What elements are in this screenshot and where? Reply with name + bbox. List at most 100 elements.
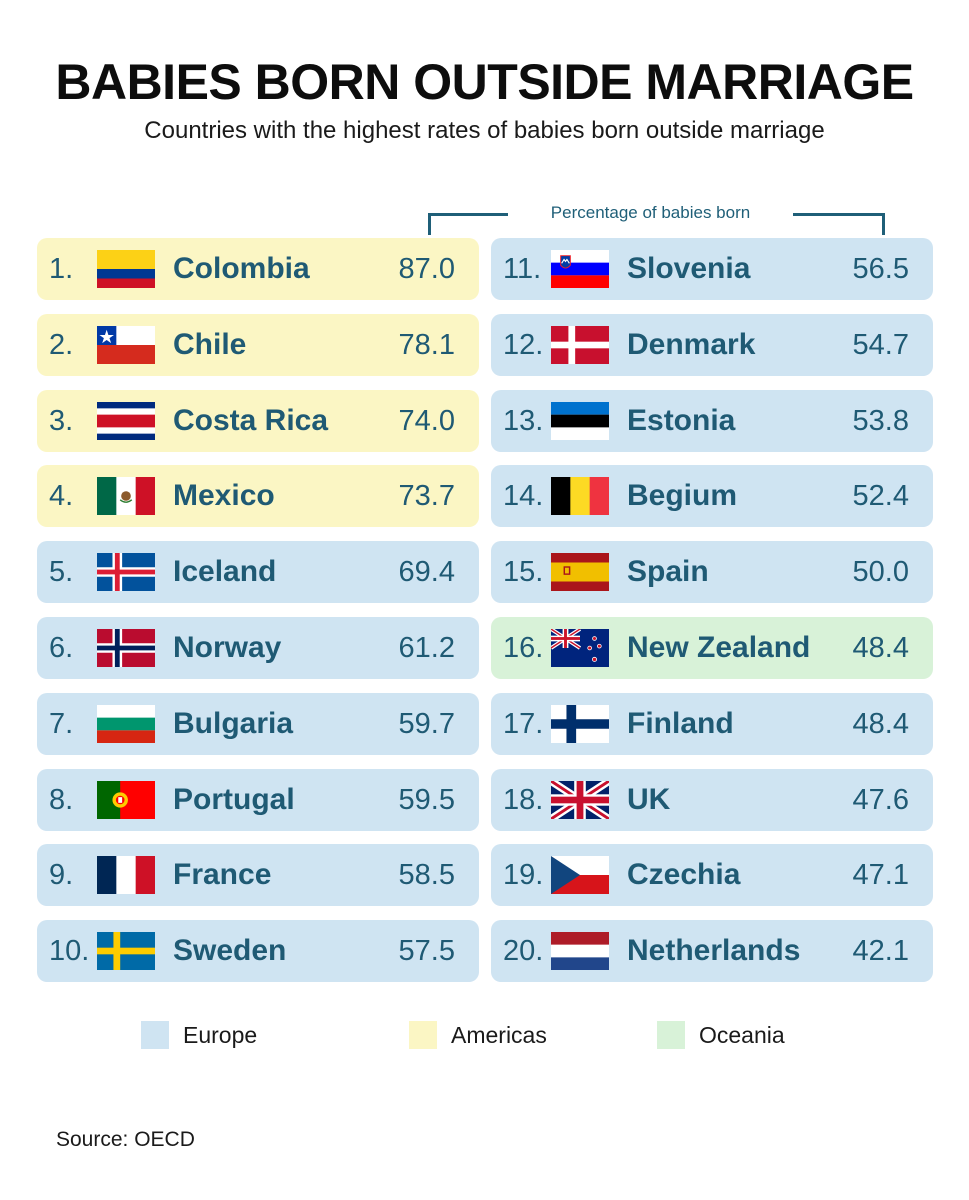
row-rank: 2. — [49, 328, 74, 361]
table-row: 5. Iceland 69.4 — [37, 541, 479, 604]
row-value: 69.4 — [398, 556, 455, 589]
row-rank: 9. — [49, 859, 74, 892]
table-row: 19. Czechia 47.1 — [491, 844, 933, 907]
row-country: UK — [627, 782, 671, 816]
row-value: 50.0 — [852, 556, 909, 589]
table-row: 20. Netherlands 42.1 — [491, 920, 933, 983]
row-country: France — [173, 858, 272, 892]
bracket-tick-left — [428, 213, 431, 235]
row-rank: 20. — [503, 935, 544, 968]
row-value: 78.1 — [398, 328, 455, 361]
row-rank: 11. — [503, 253, 542, 285]
row-rank: 12. — [503, 328, 544, 361]
row-country: Netherlands — [627, 934, 801, 968]
row-country: Mexico — [173, 479, 275, 513]
row-country: Iceland — [173, 555, 277, 589]
table-row: 8. Portugal 59.5 — [37, 768, 479, 831]
row-rank: 1. — [49, 253, 74, 285]
costa-rica-flag-icon — [97, 401, 155, 440]
row-country: Portugal — [173, 782, 295, 816]
table-row: 9. France 58.5 — [37, 844, 479, 907]
finland-flag-icon — [551, 704, 609, 743]
legend: Europe Americas Oceania — [0, 1020, 969, 1050]
row-value: 73.7 — [398, 480, 455, 513]
row-value: 48.4 — [852, 707, 909, 740]
row-country: Slovenia — [627, 252, 751, 285]
row-value: 47.1 — [852, 859, 909, 892]
table-row: 10. Sweden 57.5 — [37, 920, 479, 983]
estonia-flag-icon — [551, 401, 609, 440]
row-value: 58.5 — [398, 859, 455, 892]
table-row: 12. Denmark 54.7 — [491, 313, 933, 376]
row-value: 59.7 — [398, 707, 455, 740]
table-row: 11. Slovenia 56.5 — [491, 238, 933, 300]
new-zealand-flag-icon — [551, 628, 609, 667]
table-row: 13. Estonia 53.8 — [491, 389, 933, 452]
row-value: 61.2 — [398, 631, 455, 664]
row-value: 87.0 — [398, 253, 455, 285]
row-value: 42.1 — [852, 935, 909, 968]
mexico-flag-icon — [97, 477, 155, 516]
source-note: Source: OECD — [56, 1128, 195, 1151]
chart-subtitle: Countries with the highest rates of babi… — [144, 117, 825, 144]
table-row: 2. Chile 78.1 — [37, 313, 479, 376]
row-country: Costa Rica — [173, 403, 329, 437]
row-rank: 18. — [503, 783, 544, 816]
table-row: 3. Costa Rica 74.0 — [37, 389, 479, 452]
chile-flag-icon — [97, 325, 155, 364]
slovenia-flag-icon — [551, 250, 609, 288]
colombia-flag-icon — [97, 250, 155, 288]
uk-flag-icon — [551, 780, 609, 819]
row-value: 54.7 — [852, 328, 909, 361]
row-country: Norway — [173, 630, 282, 664]
row-rank: 19. — [503, 859, 544, 892]
row-value: 57.5 — [398, 935, 455, 968]
row-country: New Zealand — [627, 630, 811, 664]
row-rank: 4. — [49, 480, 74, 513]
row-value: 56.5 — [852, 253, 909, 285]
spain-flag-icon — [551, 553, 609, 592]
bulgaria-flag-icon — [97, 704, 155, 743]
row-rank: 13. — [503, 404, 544, 437]
legend-label-americas: Americas — [451, 1022, 547, 1048]
czechia-flag-icon — [551, 856, 609, 895]
legend-label-europe: Europe — [183, 1022, 258, 1048]
row-country: Bulgaria — [173, 706, 294, 740]
row-country: Spain — [627, 555, 709, 589]
bracket-line-right — [793, 213, 885, 216]
table-column-left: 1. Colombia 87.0 2. Chile 78.1 3. Costa Rica 74.… — [37, 238, 479, 996]
row-rank: 3. — [49, 404, 74, 437]
row-country: Denmark — [627, 327, 756, 361]
row-value: 48.4 — [852, 631, 909, 664]
row-value: 53.8 — [852, 404, 909, 437]
percentage-bracket: Percentage of babies born — [428, 203, 885, 235]
chart-title: BABIES BORN OUTSIDE MARRIAGE — [55, 54, 914, 110]
legend-label-oceania: Oceania — [699, 1022, 785, 1048]
portugal-flag-icon — [97, 780, 155, 819]
row-rank: 5. — [49, 556, 74, 589]
table-row: 17. Finland 48.4 — [491, 692, 933, 755]
table-row: 4. Mexico 73.7 — [37, 465, 479, 528]
table-row: 6. Norway 61.2 — [37, 616, 479, 679]
legend-swatch-oceania — [657, 1021, 685, 1049]
table-row: 15. Spain 50.0 — [491, 541, 933, 604]
norway-flag-icon — [97, 628, 155, 667]
row-country: Czechia — [627, 858, 741, 892]
row-rank: 15. — [503, 556, 544, 589]
row-country: Sweden — [173, 934, 287, 968]
row-rank: 7. — [49, 707, 74, 740]
table-row: 18. UK 47.6 — [491, 768, 933, 831]
row-rank: 8. — [49, 783, 74, 816]
row-value: 59.5 — [398, 783, 455, 816]
row-rank: 6. — [49, 631, 74, 664]
france-flag-icon — [97, 856, 155, 895]
denmark-flag-icon — [551, 325, 609, 364]
bracket-tick-right — [882, 213, 885, 235]
iceland-flag-icon — [97, 553, 155, 592]
table-row: 7. Bulgaria 59.7 — [37, 692, 479, 755]
bracket-label: Percentage of babies born — [550, 203, 751, 222]
table-row: 16. New Zealand 48.4 — [491, 616, 933, 679]
netherlands-flag-icon — [551, 932, 609, 971]
legend-swatch-europe — [141, 1021, 169, 1049]
table-row: 1. Colombia 87.0 — [37, 238, 479, 300]
